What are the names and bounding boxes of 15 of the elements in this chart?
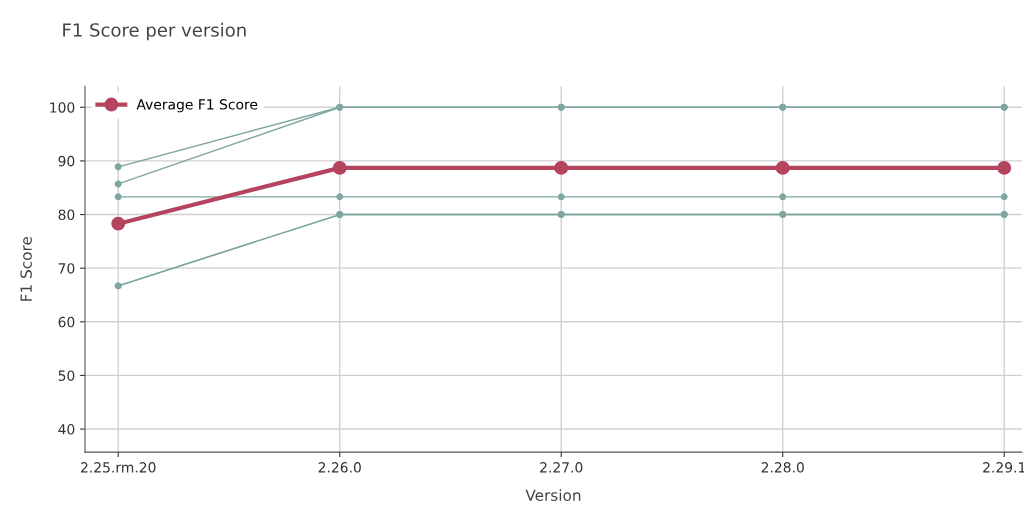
y-axis-title: F1 Score (20, 236, 32, 301)
legend-label: Average F1 Score (136, 99, 258, 113)
y-tick-label: 100 (50, 102, 75, 113)
x-tick-label: 2.27.0 (540, 462, 583, 473)
x-tick-label: 2.26.0 (318, 462, 361, 473)
chart-title: F1 Score per version (63, 22, 246, 41)
y-tick-label: 80 (58, 209, 75, 221)
x-tick-label: 2.28.0 (761, 462, 804, 473)
y-tick-label: 60 (58, 316, 75, 328)
y-tick-label: 90 (58, 155, 75, 167)
y-tick-label: 40 (58, 424, 75, 435)
y-tick-label: 70 (58, 263, 75, 274)
x-axis-title: Version (525, 489, 581, 501)
y-tick-label: 50 (58, 370, 75, 381)
x-tick-label: 2.25.rm.20 (81, 462, 156, 473)
